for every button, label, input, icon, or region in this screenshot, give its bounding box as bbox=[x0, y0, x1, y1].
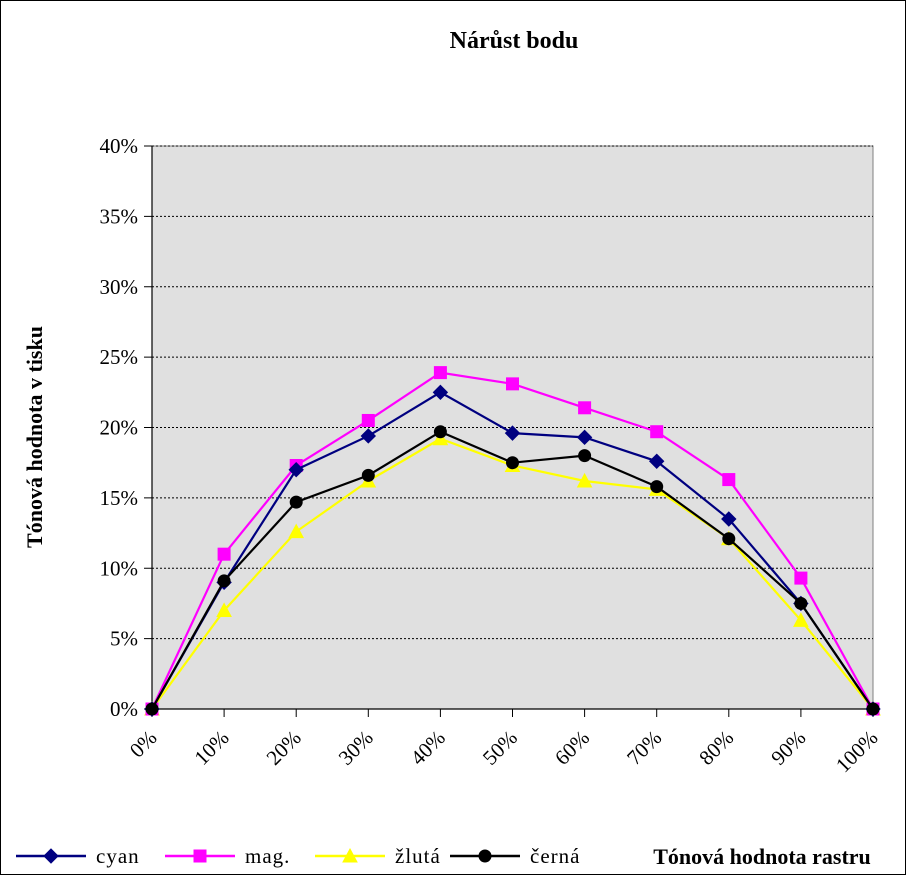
data-point bbox=[145, 702, 159, 716]
legend-item: žlutá bbox=[315, 844, 441, 868]
data-point bbox=[217, 547, 231, 561]
legend-item: mag. bbox=[165, 844, 290, 868]
legend-item: černá bbox=[450, 844, 580, 868]
legend: cyan mag. žlutá černá bbox=[16, 844, 580, 868]
legend-marker bbox=[342, 847, 358, 863]
y-tick-label: 20% bbox=[100, 416, 139, 440]
legend-label: černá bbox=[530, 844, 580, 868]
y-tick-label: 30% bbox=[100, 275, 139, 299]
x-axis-title: Tónová hodnota rastru bbox=[653, 844, 871, 869]
chart-title: Nárůst bodu bbox=[450, 28, 579, 54]
y-tick-label: 10% bbox=[100, 556, 139, 580]
data-point bbox=[576, 429, 593, 446]
y-tick-label: 15% bbox=[100, 486, 139, 510]
data-point bbox=[504, 425, 521, 441]
data-point bbox=[722, 473, 736, 487]
data-point bbox=[793, 612, 809, 627]
data-point bbox=[794, 596, 808, 610]
data-point bbox=[722, 532, 736, 546]
y-tick-label: 5% bbox=[110, 627, 138, 651]
data-point bbox=[361, 468, 375, 482]
data-point bbox=[433, 425, 447, 439]
y-tick-label: 35% bbox=[100, 204, 139, 228]
data-point bbox=[578, 401, 592, 415]
data-point bbox=[648, 453, 665, 469]
data-point bbox=[216, 602, 232, 617]
data-point bbox=[721, 511, 737, 527]
data-point bbox=[576, 472, 593, 488]
data-point bbox=[506, 377, 519, 391]
data-point bbox=[360, 428, 377, 444]
data-point bbox=[289, 495, 303, 509]
legend-item: cyan bbox=[16, 844, 140, 868]
legend-marker bbox=[478, 849, 492, 863]
legend-marker bbox=[193, 849, 207, 863]
data-point bbox=[217, 574, 231, 588]
legend-label: cyan bbox=[96, 844, 140, 868]
data-point bbox=[794, 571, 808, 585]
series-layer bbox=[144, 366, 881, 717]
data-point bbox=[650, 480, 664, 494]
y-tick-label: 25% bbox=[100, 345, 139, 369]
data-point bbox=[432, 384, 449, 401]
data-point bbox=[506, 456, 519, 470]
data-point bbox=[288, 523, 305, 539]
data-point bbox=[578, 449, 592, 463]
data-point bbox=[361, 413, 375, 427]
data-point bbox=[650, 425, 664, 439]
y-axis: 0% 5% 10% 15% 20% 25% 30% 35% 40% bbox=[100, 134, 153, 721]
y-axis-title: Tónová hodnota v tisku bbox=[22, 326, 47, 548]
legend-label: žlutá bbox=[395, 844, 441, 868]
data-point bbox=[433, 366, 447, 380]
data-point bbox=[866, 702, 880, 716]
legend-label: mag. bbox=[245, 844, 290, 868]
data-point bbox=[288, 462, 304, 478]
data-point bbox=[432, 430, 449, 446]
series-3 bbox=[145, 425, 880, 716]
y-tick-label: 40% bbox=[100, 134, 139, 158]
legend-marker bbox=[43, 848, 59, 864]
y-tick-label: 0% bbox=[110, 697, 138, 721]
